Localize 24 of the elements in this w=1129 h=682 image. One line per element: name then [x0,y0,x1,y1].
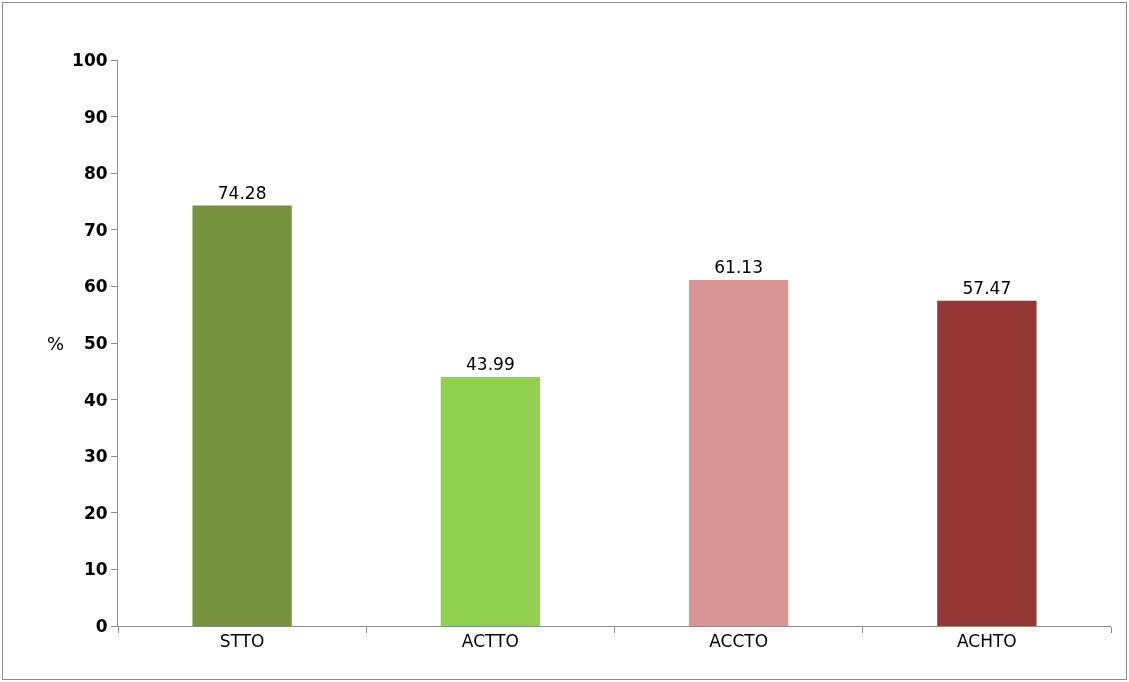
y-tick-label: 50 [83,332,108,353]
data-label: 43.99 [466,354,515,375]
bar [688,280,789,626]
y-tick-label: 70 [83,219,108,240]
y-tick-label: 40 [83,389,108,410]
y-tick-label: 60 [83,276,108,297]
data-label: 74.28 [217,182,267,203]
bar [937,300,1037,626]
x-tick-label: ACCTO [709,631,769,652]
x-tick-label: STTO [219,631,265,652]
y-tick-label: 30 [83,446,108,467]
y-tick-label: 10 [83,559,108,580]
y-tick-label: 0 [95,615,108,636]
y-tick-label: 90 [83,106,108,127]
bar [192,205,292,626]
x-tick-label: ACTTO [461,631,519,652]
y-tick-label: 20 [83,502,108,523]
x-tick-label: ACHTO [957,631,1017,652]
data-label: 57.47 [962,277,1012,298]
data-label: 61.13 [714,257,763,277]
bar [440,377,541,626]
y-tick-label: 80 [83,163,108,184]
y-axis-title: % [47,333,65,354]
y-tick-label: 100 [72,49,108,70]
